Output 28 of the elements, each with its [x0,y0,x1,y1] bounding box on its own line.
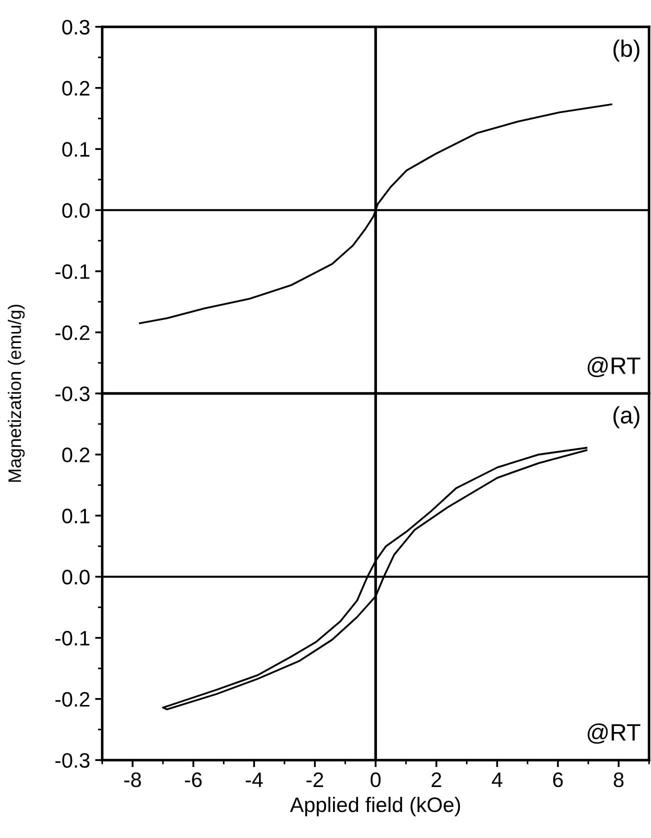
annotation: (b) [613,40,640,62]
y-tick-label: -0.2 [55,325,90,340]
annotation: @RT [588,723,640,744]
x-tick-label: -6 [185,772,202,788]
x-tick-label: 8 [614,772,624,788]
x-tick-label: 6 [553,772,563,788]
annotation: @RT [588,356,640,378]
x-tick-label: -8 [124,772,141,788]
y-axis-title: Magnetization (emu/g) [8,304,25,482]
y-tick-label: 0.2 [62,80,90,96]
annotation: (a) [613,406,640,428]
y-tick-label: 0.0 [62,203,90,218]
x-tick-label: -4 [246,772,263,787]
y-tick-label: -0.3 [55,386,90,402]
x-tick-label: -2 [306,772,324,787]
x-tick-label: 4 [492,772,502,787]
y-tick-label: 0.2 [62,448,90,462]
y-tick-label: 0.3 [62,20,90,35]
y-tick-label: 0.1 [62,508,90,524]
y-tick-label: 0.1 [62,142,90,157]
y-tick-label: 0.0 [62,570,90,585]
y-tick-label: -0.1 [55,264,90,279]
y-tick-label: -0.1 [55,630,90,646]
x-tick-label: 2 [432,772,442,787]
y-tick-label: -0.2 [55,692,90,707]
y-tick-label: -0.3 [55,753,90,768]
x-tick-label: 0 [370,772,381,788]
x-axis-title: Applied field (kOe) [290,796,460,816]
